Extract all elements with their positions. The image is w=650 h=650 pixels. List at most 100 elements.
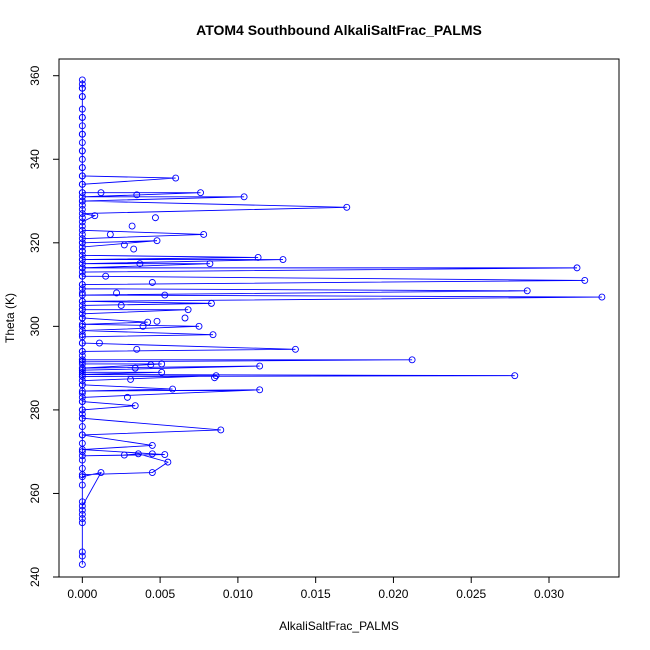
y-axis: 240 260 280 300 320 340 360 — [28, 65, 59, 587]
data-point — [78, 502, 86, 510]
x-tick-label: 0.025 — [456, 587, 486, 601]
data-point — [78, 515, 86, 522]
data-point — [134, 450, 142, 458]
data-point — [133, 345, 141, 353]
data-point — [511, 372, 519, 380]
data-point — [136, 260, 144, 268]
data-point — [164, 458, 172, 466]
data-point — [151, 214, 159, 222]
data-point — [127, 375, 135, 383]
data-point — [128, 222, 136, 230]
data-point — [206, 260, 214, 268]
data-point — [598, 293, 606, 301]
data-point — [158, 368, 166, 376]
data-point — [195, 322, 203, 330]
data-point — [78, 130, 86, 138]
data-point — [78, 180, 86, 188]
data-point — [130, 245, 138, 253]
data-point — [78, 201, 86, 209]
data-point — [120, 241, 128, 249]
data-point — [200, 230, 208, 238]
y-tick-label: 360 — [28, 65, 42, 85]
data-point — [78, 548, 86, 556]
data-point — [78, 76, 86, 84]
data-point — [78, 398, 86, 405]
data-point — [78, 310, 86, 318]
data-point — [78, 552, 86, 560]
data-point — [78, 80, 86, 88]
data-point — [256, 362, 264, 370]
data-point — [78, 230, 86, 238]
data-point — [209, 331, 217, 339]
data-point — [139, 322, 147, 330]
data-point — [131, 364, 139, 372]
data-point — [78, 406, 86, 414]
data-point — [97, 469, 105, 477]
data-point — [78, 481, 86, 489]
data-point — [131, 402, 139, 410]
data-point — [78, 368, 86, 376]
data-point — [78, 226, 86, 234]
data-point — [78, 561, 86, 568]
data-point — [78, 164, 86, 172]
data-point — [78, 289, 86, 297]
data-point — [78, 264, 86, 272]
data-point — [106, 230, 114, 238]
data-point — [211, 374, 219, 382]
data-point — [78, 84, 86, 92]
y-tick-label: 240 — [28, 567, 42, 587]
data-point — [148, 450, 156, 458]
data-point — [184, 306, 192, 314]
data-point — [78, 272, 86, 280]
data-point — [573, 264, 581, 272]
data-point — [78, 448, 86, 456]
data-point — [123, 393, 131, 401]
data-point — [78, 473, 86, 481]
data-point — [217, 426, 225, 434]
data-point — [581, 276, 589, 284]
data-point — [95, 339, 103, 347]
data-point — [78, 431, 86, 439]
data-point — [240, 193, 248, 201]
data-point — [78, 393, 86, 401]
data-point — [291, 345, 299, 353]
data-point — [408, 356, 416, 364]
data-point — [78, 302, 86, 309]
data-point — [78, 423, 86, 431]
data-point — [153, 237, 161, 245]
data-point — [78, 235, 86, 243]
data-point — [78, 498, 86, 506]
data-point — [78, 377, 86, 385]
data-point — [78, 247, 86, 255]
data-point — [148, 441, 156, 449]
data-point — [169, 385, 177, 393]
data-point — [113, 289, 121, 297]
x-axis-label: AlkaliSaltFrac_PALMS — [279, 619, 399, 633]
data-point — [78, 322, 86, 330]
y-tick-label: 340 — [28, 149, 42, 169]
data-point — [78, 105, 86, 113]
data-point — [78, 452, 86, 460]
data-point — [78, 356, 86, 364]
data-point — [153, 317, 161, 325]
y-axis-label: Theta (K) — [3, 293, 17, 343]
data-point — [161, 291, 169, 299]
y-tick-label: 320 — [28, 232, 42, 252]
y-tick-label: 280 — [28, 400, 42, 420]
data-point — [78, 147, 86, 155]
data-point — [78, 347, 86, 355]
data-point — [161, 451, 169, 459]
data-point — [148, 469, 156, 477]
data-point — [78, 339, 86, 347]
x-tick-label: 0.005 — [145, 587, 175, 601]
data-point — [120, 451, 128, 459]
data-point — [78, 210, 86, 218]
data-point — [78, 510, 86, 518]
y-tick-label: 300 — [28, 316, 42, 336]
data-point — [78, 93, 86, 101]
data-point — [133, 191, 141, 199]
data-point — [78, 239, 86, 247]
data-point — [78, 218, 86, 226]
data-point — [78, 214, 86, 222]
